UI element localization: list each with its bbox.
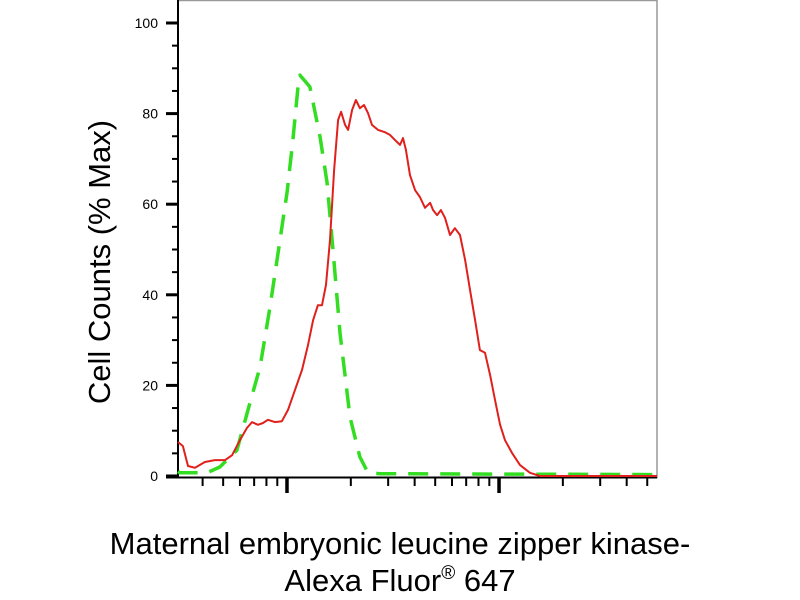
y-tick-label: 40 (142, 287, 158, 303)
y-tick-label: 80 (142, 106, 158, 122)
registered-mark: ® (441, 563, 456, 584)
x-axis-title-end: 647 (455, 563, 516, 598)
x-axis-title-main: Alexa Fluor (284, 563, 442, 598)
y-tick-label: 20 (142, 377, 158, 393)
y-tick-label: 100 (135, 15, 159, 31)
y-axis-title: Cell Counts (% Max) (82, 119, 117, 405)
x-axis-title-line2: Alexa Fluor® 647 (0, 563, 800, 599)
antibody-line (177, 99, 657, 477)
y-tick-label: 0 (150, 468, 158, 484)
isotype-control-line (177, 73, 658, 477)
x-axis-title-line1: Maternal embryonic leucine zipper kinase… (109, 526, 691, 561)
y-tick-label: 60 (142, 196, 158, 212)
